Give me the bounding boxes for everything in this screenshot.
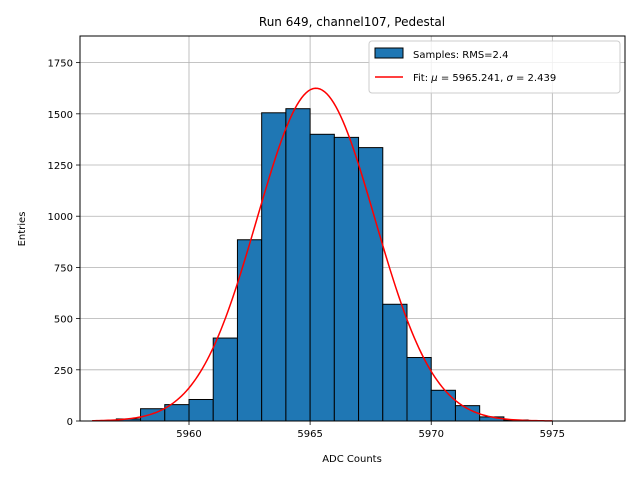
histogram-bar	[285, 108, 311, 422]
fit-curve	[92, 87, 553, 422]
histogram-bar	[261, 112, 287, 422]
histogram-bar	[212, 337, 238, 422]
histogram-bar	[188, 398, 214, 422]
x-tick-label: 5975	[540, 429, 565, 440]
y-tick-label: 1750	[48, 59, 73, 70]
y-tick-label: 1500	[48, 110, 73, 121]
histogram-bar	[430, 389, 456, 422]
histogram-bars	[115, 108, 529, 422]
chart-title: Run 649, channel107, Pedestal	[259, 15, 445, 29]
legend-fit-prefix: Fit:	[413, 73, 431, 84]
legend-fit-mu-symbol: μ	[430, 73, 437, 84]
legend-fit-tail: = 2.439	[513, 73, 556, 84]
histogram-bar	[358, 147, 384, 422]
legend-fit-mid: = 5965.241,	[438, 73, 507, 84]
legend: Samples: RMS=2.4 Fit: μ = 5965.241, σ = …	[368, 40, 621, 94]
legend-entry-samples: Samples: RMS=2.4	[413, 50, 508, 61]
fit-curve-group	[92, 87, 553, 422]
y-tick-label: 1250	[48, 161, 73, 172]
y-tick-label: 1000	[48, 212, 73, 223]
y-tick-label: 0	[67, 417, 73, 428]
histogram-bar	[333, 136, 360, 422]
histogram-bar	[309, 133, 335, 422]
y-tick-label: 750	[54, 263, 73, 274]
x-axis-ticks: 5960 5965 5970 5975	[176, 421, 565, 440]
legend-entry-fit: Fit: μ = 5965.241, σ = 2.439	[413, 73, 556, 84]
y-tick-label: 250	[54, 366, 73, 377]
histogram-bar	[406, 357, 432, 422]
y-axis-ticks: 0 250 500 750 1000 1250 1500 1750	[48, 59, 80, 428]
plot-frame	[79, 35, 626, 422]
x-tick-label: 5960	[176, 429, 201, 440]
histogram-bar	[236, 239, 263, 422]
y-axis-label: Entries	[17, 212, 28, 247]
legend-fit-sigma-symbol: σ	[506, 73, 513, 84]
legend-swatch-samples	[374, 47, 404, 59]
legend-box	[368, 40, 621, 94]
x-tick-label: 5970	[418, 429, 443, 440]
y-tick-label: 500	[54, 315, 73, 326]
histogram-bar	[382, 303, 408, 422]
x-axis-label: ADC Counts	[322, 454, 382, 465]
x-tick-label: 5965	[297, 429, 322, 440]
